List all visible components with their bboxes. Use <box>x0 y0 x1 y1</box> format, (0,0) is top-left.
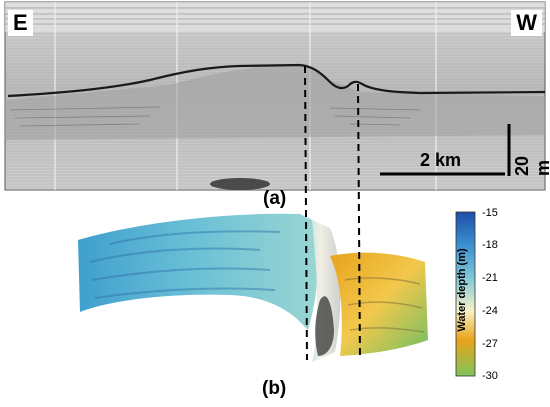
seismic-artifact <box>210 178 270 190</box>
horizontal-scale-label: 2 km <box>420 150 462 170</box>
deep-ridges <box>344 277 425 333</box>
direction-label-west: W <box>511 10 542 36</box>
seismic-profile-panel <box>4 1 546 191</box>
colorbar-tick: -21 <box>482 272 498 284</box>
bathymetry-3d-panel <box>78 213 428 362</box>
surface-shallow-zone <box>78 213 318 330</box>
seabed-line <box>7 63 546 98</box>
sand-wave-ridges <box>89 230 281 299</box>
subsurface-reflectors <box>5 64 545 140</box>
water-column-band <box>5 2 545 32</box>
colorbar-tick: -27 <box>482 338 498 350</box>
colorbar-title: Water depth (m) <box>456 248 468 332</box>
colorbar-tick: -15 <box>482 207 498 219</box>
surface-shadow <box>315 296 334 356</box>
colorbar-tick: -24 <box>482 305 498 317</box>
panel-label-a: (a) <box>263 188 287 209</box>
vertical-scale-label: 20 m <box>512 155 550 176</box>
connector-line-left <box>304 65 308 361</box>
surface-deep-zone <box>330 252 428 356</box>
upper-trace-lines <box>5 7 545 25</box>
panel-label-b: (b) <box>262 378 287 399</box>
colorbar-tick: -30 <box>482 370 498 382</box>
direction-label-east: E <box>8 10 33 36</box>
colorbar-tick: -18 <box>482 239 498 251</box>
colorbar <box>455 211 476 377</box>
connector-line-right <box>357 83 361 361</box>
